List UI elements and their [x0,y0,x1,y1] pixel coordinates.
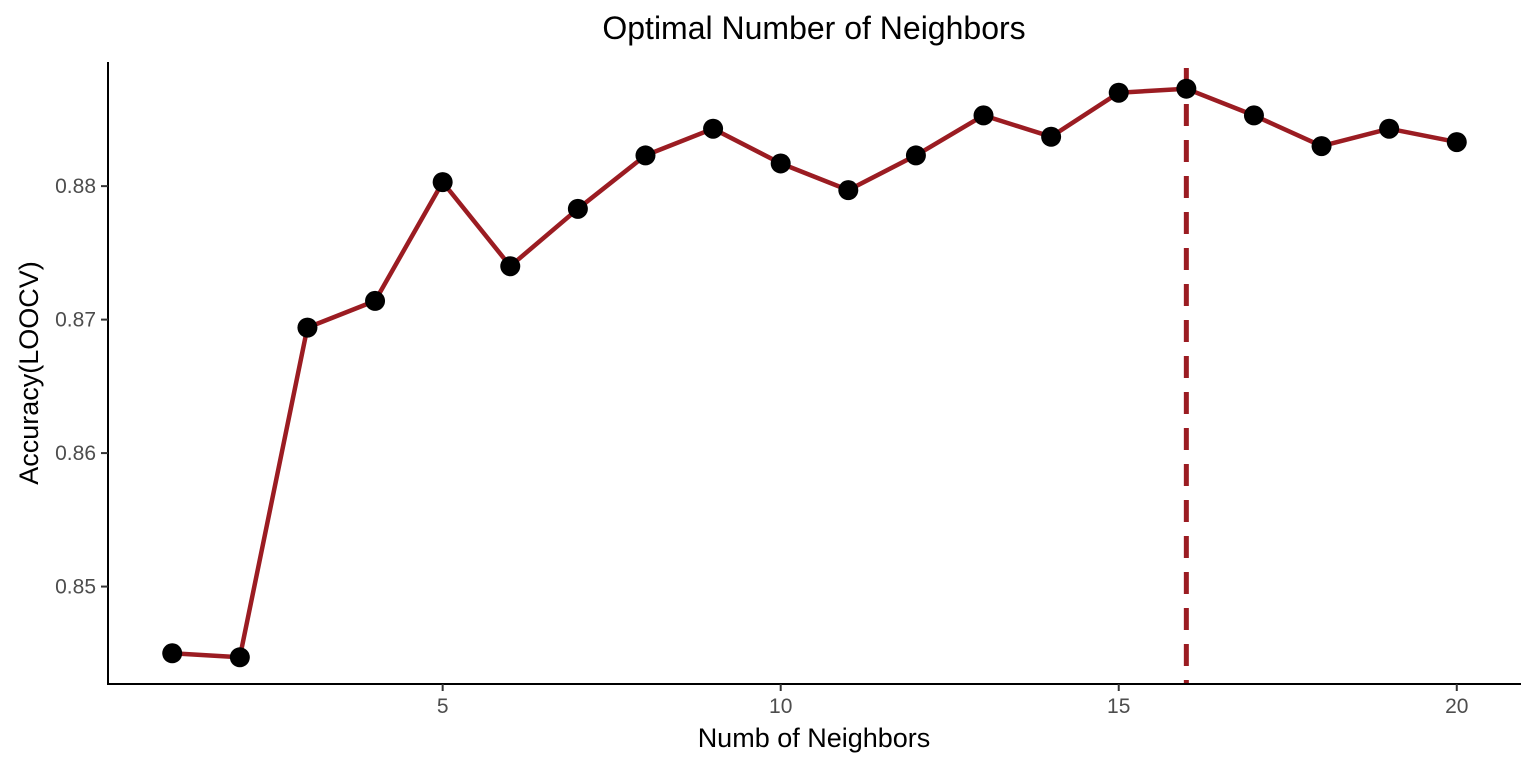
data-point [905,145,926,166]
data-point [1311,136,1332,157]
y-tick-label: 0.86 [55,442,96,465]
data-point [432,172,453,193]
data-point [770,153,791,174]
y-tick-label: 0.85 [55,576,96,599]
chart-title: Optimal Number of Neighbors [602,10,1025,46]
data-point [703,118,724,139]
data-point [229,647,250,668]
data-point [973,105,994,126]
x-axis-label: Numb of Neighbors [698,723,931,753]
y-axis-ticks: 0.85 0.86 0.87 0.88 [55,175,108,599]
y-tick-label: 0.87 [55,309,96,332]
data-point [1379,118,1400,139]
x-tick-label: 5 [437,695,449,718]
x-axis-ticks: 5 10 15 20 [437,684,1468,718]
plot-area [162,68,1467,684]
series-line [169,86,1460,660]
x-tick-label: 20 [1445,695,1468,718]
data-point [1108,82,1129,103]
data-point [162,643,183,664]
data-point [838,180,859,201]
data-point [365,290,386,311]
data-point [1243,105,1264,126]
y-axis-label: Accuracy(LOOCV) [14,261,44,485]
x-tick-label: 15 [1107,695,1130,718]
x-tick-label: 10 [769,695,792,718]
data-point [1041,126,1062,147]
data-point [500,256,521,277]
y-tick-label: 0.88 [55,175,96,198]
data-point [635,145,656,166]
data-point [1176,78,1197,99]
data-point [567,198,588,219]
data-point [297,317,318,338]
data-point [1446,132,1467,153]
